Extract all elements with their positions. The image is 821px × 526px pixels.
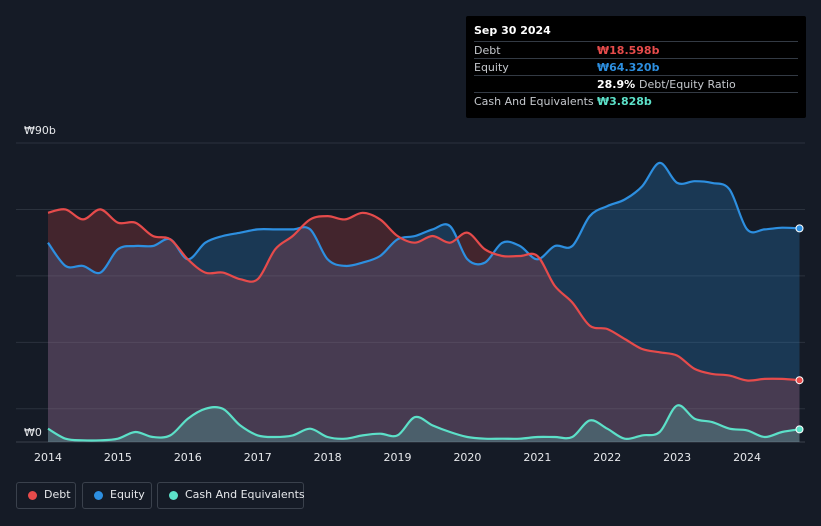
- equity-end-marker: [795, 224, 804, 233]
- x-tick-label: 2016: [174, 451, 202, 464]
- legend-equity-dot-icon: [94, 491, 103, 500]
- tooltip-debt-row: Debt ₩18.598b: [474, 41, 798, 59]
- x-tick-label: 2018: [314, 451, 342, 464]
- y-tick-label: ₩90b: [24, 124, 56, 137]
- cash-line: [47, 404, 800, 442]
- tooltip-equity-value: ₩64.320b: [597, 61, 660, 74]
- x-tick-label: 2014: [34, 451, 62, 464]
- tooltip-ratio-row: 28.9% Debt/Equity Ratio: [474, 75, 798, 93]
- tooltip-ratio-label: Debt/Equity Ratio: [639, 78, 736, 91]
- legend-debt-label: Debt: [44, 488, 71, 501]
- x-tick-label: 2022: [593, 451, 621, 464]
- tooltip-cash-label: Cash And Equivalents: [474, 95, 594, 108]
- grid: [16, 142, 805, 443]
- legend-item-equity[interactable]: Equity: [82, 482, 152, 509]
- tooltip-date: Sep 30 2024: [474, 24, 551, 37]
- x-tick-label: 2020: [453, 451, 481, 464]
- legend-equity-label: Equity: [110, 488, 145, 501]
- tooltip-cash-row: Cash And Equivalents ₩3.828b: [474, 92, 798, 110]
- cash-end-marker: [795, 425, 804, 434]
- x-tick-label: 2021: [523, 451, 551, 464]
- y-tick-label: ₩0: [24, 426, 42, 439]
- x-tick-label: 2023: [663, 451, 691, 464]
- tooltip-ratio: 28.9% Debt/Equity Ratio: [597, 78, 736, 91]
- debt-area: [48, 209, 800, 442]
- tooltip-ratio-value: 28.9%: [597, 78, 636, 91]
- end-markers: [795, 224, 804, 434]
- x-tick-label: 2015: [104, 451, 132, 464]
- tooltip-debt-value: ₩18.598b: [597, 44, 660, 57]
- legend-item-debt[interactable]: Debt: [16, 482, 76, 509]
- equity-area: [48, 162, 800, 442]
- axes: ₩90b ₩0 2014 2015 2016 2017 2018 2019 2020 2021 20…: [24, 124, 761, 464]
- tooltip-cash-value: ₩3.828b: [597, 95, 652, 108]
- cash-area: [48, 405, 800, 442]
- tooltip-panel: Sep 30 2024 Debt ₩18.598b Equity ₩64.320…: [466, 16, 806, 118]
- x-tick-label: 2019: [384, 451, 412, 464]
- chart-lines: [47, 161, 800, 442]
- x-tick-label: 2024: [733, 451, 761, 464]
- tooltip-equity-row: Equity ₩64.320b: [474, 58, 798, 76]
- debt-end-marker: [795, 376, 804, 385]
- legend-cash-label: Cash And Equivalents: [185, 488, 305, 501]
- x-tick-label: 2017: [244, 451, 272, 464]
- tooltip-debt-label: Debt: [474, 44, 501, 57]
- chart-areas: [48, 162, 800, 442]
- tooltip-equity-label: Equity: [474, 61, 509, 74]
- legend-item-cash[interactable]: Cash And Equivalents: [157, 482, 305, 509]
- debt-line: [47, 208, 800, 382]
- legend-cash-dot-icon: [169, 491, 178, 500]
- legend-debt-dot-icon: [28, 491, 37, 500]
